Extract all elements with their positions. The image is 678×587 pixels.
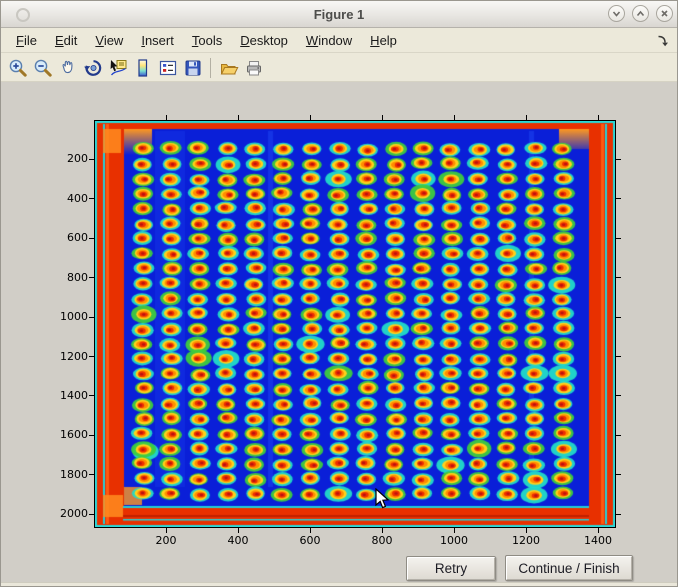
continue-finish-button[interactable]: Continue / Finish [505, 555, 633, 581]
window-controls [608, 5, 673, 22]
menu-item-tools[interactable]: Tools [183, 30, 231, 51]
dock-figure-icon[interactable] [654, 32, 670, 48]
save-icon [183, 58, 203, 78]
window-menu-icon[interactable] [16, 8, 30, 22]
print-figure-button[interactable] [241, 56, 266, 80]
data-cursor-button[interactable] [105, 56, 130, 80]
pan-hand-icon [58, 58, 78, 78]
pan-button[interactable] [55, 56, 80, 80]
zoom-out-button[interactable] [30, 56, 55, 80]
zoom-in-button[interactable] [5, 56, 30, 80]
maximize-button[interactable] [632, 5, 649, 22]
window-title: Figure 1 [314, 7, 365, 22]
insert-colorbar-button[interactable] [130, 56, 155, 80]
printer-icon [244, 58, 264, 78]
figure-window: Figure 1 FileEditViewInsertToolsDesktopW… [0, 0, 678, 587]
chevron-up-icon [635, 8, 646, 19]
save-figure-button[interactable] [180, 56, 205, 80]
menu-item-view[interactable]: View [86, 30, 132, 51]
data-cursor-icon [108, 58, 128, 78]
open-folder-icon [219, 58, 239, 78]
close-icon [659, 8, 670, 19]
rotate-3d-icon [83, 58, 103, 78]
menu-item-help[interactable]: Help [361, 30, 406, 51]
colorbar-icon [133, 58, 153, 78]
plot-axes [94, 120, 616, 528]
zoom-in-icon [8, 58, 28, 78]
minimize-button[interactable] [608, 5, 625, 22]
menu-item-insert[interactable]: Insert [132, 30, 183, 51]
open-file-button[interactable] [216, 56, 241, 80]
menu-item-file[interactable]: File [7, 30, 46, 51]
menu-item-desktop[interactable]: Desktop [231, 30, 297, 51]
legend-icon [158, 58, 178, 78]
menu-item-window[interactable]: Window [297, 30, 361, 51]
insert-legend-button[interactable] [155, 56, 180, 80]
window-bottom-edge [1, 582, 677, 587]
retry-button[interactable]: Retry [406, 556, 496, 581]
close-button[interactable] [656, 5, 673, 22]
chevron-down-icon [611, 8, 622, 19]
microarray-image [95, 121, 615, 527]
menu-bar: FileEditViewInsertToolsDesktopWindowHelp [1, 28, 677, 53]
toolbar-separator [210, 58, 211, 78]
toolbar [1, 53, 677, 84]
rotate-3d-button[interactable] [80, 56, 105, 80]
zoom-out-icon [33, 58, 53, 78]
menu-item-edit[interactable]: Edit [46, 30, 86, 51]
title-bar: Figure 1 [1, 1, 677, 28]
menu-items: FileEditViewInsertToolsDesktopWindowHelp [7, 30, 406, 51]
